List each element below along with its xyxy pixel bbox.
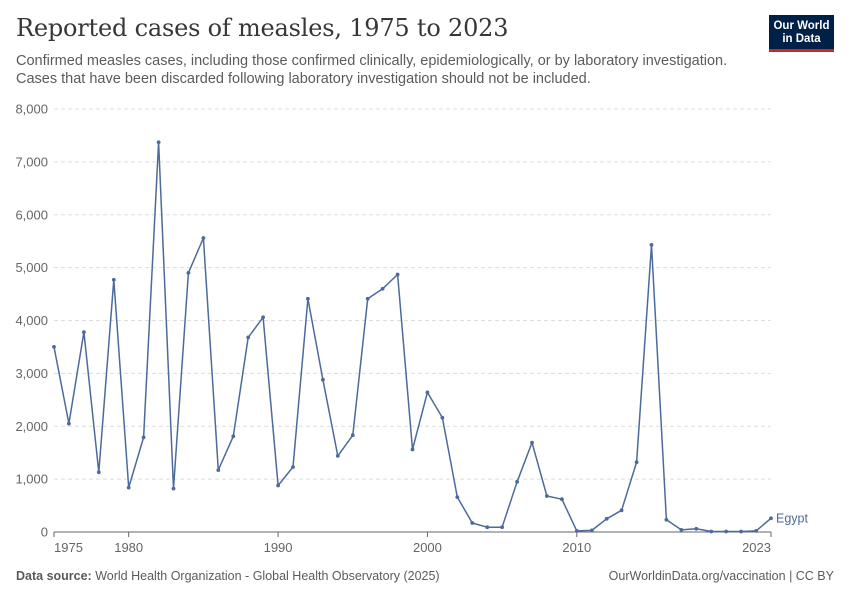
- y-tick-label: 2,000: [15, 419, 48, 434]
- data-point: [455, 495, 460, 499]
- y-tick-label: 5,000: [15, 260, 48, 275]
- source-text: World Health Organization - Global Healt…: [95, 569, 440, 583]
- data-point: [649, 243, 654, 247]
- y-tick-label: 0: [41, 525, 48, 540]
- data-point: [380, 286, 385, 291]
- data-point: [679, 528, 684, 532]
- data-point: [500, 525, 504, 530]
- data-point: [634, 460, 639, 465]
- data-point: [186, 271, 191, 275]
- data-point: [709, 529, 714, 534]
- x-tick-label: 2010: [562, 540, 591, 555]
- axes: 0 1,000 2,000 3,000 4,000 5,000 6,000 7,000 8,00…: [15, 102, 772, 555]
- data-point: [276, 483, 280, 488]
- data-point: [470, 521, 475, 525]
- data-point: [485, 525, 490, 530]
- data-point: [171, 486, 176, 491]
- x-tick-label: 2023: [742, 540, 771, 555]
- data-point: [724, 529, 729, 534]
- data-point: [410, 447, 415, 452]
- logo-line-1: Our World: [773, 20, 830, 32]
- data-point: [52, 345, 56, 349]
- y-tick-label: 6,000: [15, 207, 48, 222]
- data-point: [365, 296, 370, 301]
- data-point: [545, 494, 549, 498]
- data-point: [335, 454, 340, 458]
- x-tick-label: 2000: [413, 540, 442, 555]
- source-label: Data source:: [16, 569, 92, 583]
- data-point: [560, 497, 564, 502]
- y-tick-label: 3,000: [15, 366, 48, 381]
- data-point: [395, 272, 400, 277]
- data-point: [604, 516, 609, 521]
- series-label-egypt: Egypt: [776, 511, 808, 525]
- data-point: [156, 140, 161, 145]
- data-point: [530, 440, 534, 445]
- data-point: [574, 529, 579, 533]
- owid-logo[interactable]: Our World in Data: [769, 15, 834, 52]
- data-point: [126, 485, 131, 490]
- logo-line-2: in Data: [782, 33, 821, 45]
- data-point: [425, 390, 430, 395]
- data-point: [619, 508, 624, 513]
- url-license-link[interactable]: OurWorldinData.org/vaccination | CC BY: [608, 569, 834, 583]
- series: Egypt: [52, 140, 808, 534]
- data-point: [111, 277, 116, 282]
- data-point: [231, 434, 236, 439]
- data-point: [201, 236, 206, 240]
- data-point: [216, 468, 221, 472]
- data-point: [694, 526, 699, 531]
- data-point: [82, 330, 86, 334]
- data-point: [769, 516, 773, 521]
- data-point: [306, 296, 310, 301]
- data-point: [321, 377, 325, 382]
- data-point: [754, 529, 758, 533]
- data-point: [96, 470, 101, 475]
- gridlines: [54, 108, 771, 480]
- data-point: [664, 517, 669, 522]
- y-tick-label: 1,000: [15, 472, 48, 487]
- data-point: [67, 421, 71, 426]
- y-tick-label: 8,000: [15, 102, 48, 117]
- chart-title: Reported cases of measles, 1975 to 2023: [16, 14, 509, 42]
- x-tick-label: 1975: [54, 540, 83, 555]
- footer: Data source: World Health Organization -…: [16, 569, 834, 583]
- x-tick-label: 1980: [114, 540, 143, 555]
- y-tick-label: 4,000: [15, 313, 48, 328]
- data-point: [440, 415, 445, 420]
- chart-subtitle: Confirmed measles cases, including those…: [16, 53, 728, 87]
- data-point: [141, 435, 146, 440]
- y-tick-label: 7,000: [15, 154, 48, 169]
- data-point: [246, 335, 251, 340]
- series-line-egypt: [53, 141, 772, 533]
- data-point: [291, 465, 295, 469]
- x-tick-label: 1990: [264, 540, 293, 555]
- data-point: [589, 528, 594, 533]
- data-point: [515, 479, 519, 484]
- data-point: [261, 315, 265, 320]
- data-point: [350, 433, 355, 438]
- data-point: [739, 529, 743, 534]
